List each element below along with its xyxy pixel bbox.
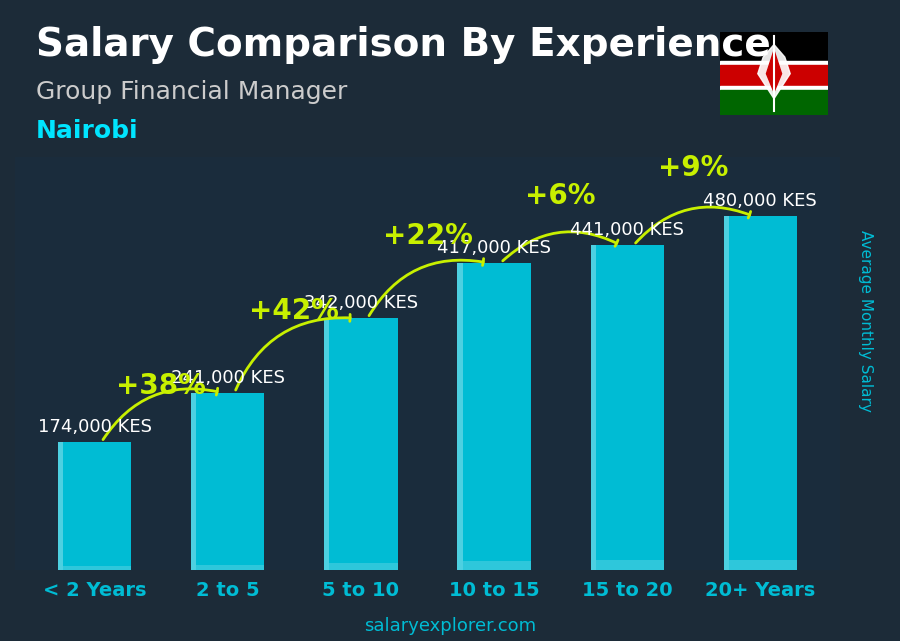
Bar xyxy=(324,563,398,570)
Text: 342,000 KES: 342,000 KES xyxy=(304,294,418,312)
Text: Nairobi: Nairobi xyxy=(36,119,139,142)
Bar xyxy=(724,560,796,570)
Text: Group Financial Manager: Group Financial Manager xyxy=(36,80,347,104)
Polygon shape xyxy=(767,51,781,92)
Bar xyxy=(720,65,828,87)
Bar xyxy=(192,565,265,570)
Bar xyxy=(58,442,63,570)
Bar xyxy=(720,90,828,115)
Bar xyxy=(720,32,828,62)
Polygon shape xyxy=(758,45,790,99)
Bar xyxy=(720,86,828,90)
Bar xyxy=(457,561,531,570)
Bar xyxy=(58,567,131,570)
Bar xyxy=(590,245,596,570)
Text: +6%: +6% xyxy=(526,182,596,210)
Bar xyxy=(720,62,828,65)
Text: salaryexplorer.com: salaryexplorer.com xyxy=(364,617,536,635)
Text: 417,000 KES: 417,000 KES xyxy=(437,239,551,257)
Bar xyxy=(724,216,729,570)
Text: 241,000 KES: 241,000 KES xyxy=(171,369,285,387)
Text: 174,000 KES: 174,000 KES xyxy=(38,418,152,436)
Bar xyxy=(324,318,329,570)
Text: +22%: +22% xyxy=(382,222,472,250)
Text: Salary Comparison By Experience: Salary Comparison By Experience xyxy=(36,26,770,63)
Bar xyxy=(457,263,463,570)
Bar xyxy=(192,392,265,570)
Text: +42%: +42% xyxy=(249,297,339,325)
Bar xyxy=(590,560,663,570)
Text: +38%: +38% xyxy=(116,372,206,400)
Bar xyxy=(324,318,398,570)
Bar xyxy=(58,442,131,570)
Text: Average Monthly Salary: Average Monthly Salary xyxy=(858,229,873,412)
Text: 480,000 KES: 480,000 KES xyxy=(703,192,817,210)
Text: 441,000 KES: 441,000 KES xyxy=(570,221,684,239)
Bar xyxy=(457,263,531,570)
Bar xyxy=(724,216,796,570)
Bar xyxy=(590,245,663,570)
Bar xyxy=(192,392,196,570)
Text: +9%: +9% xyxy=(659,154,729,182)
